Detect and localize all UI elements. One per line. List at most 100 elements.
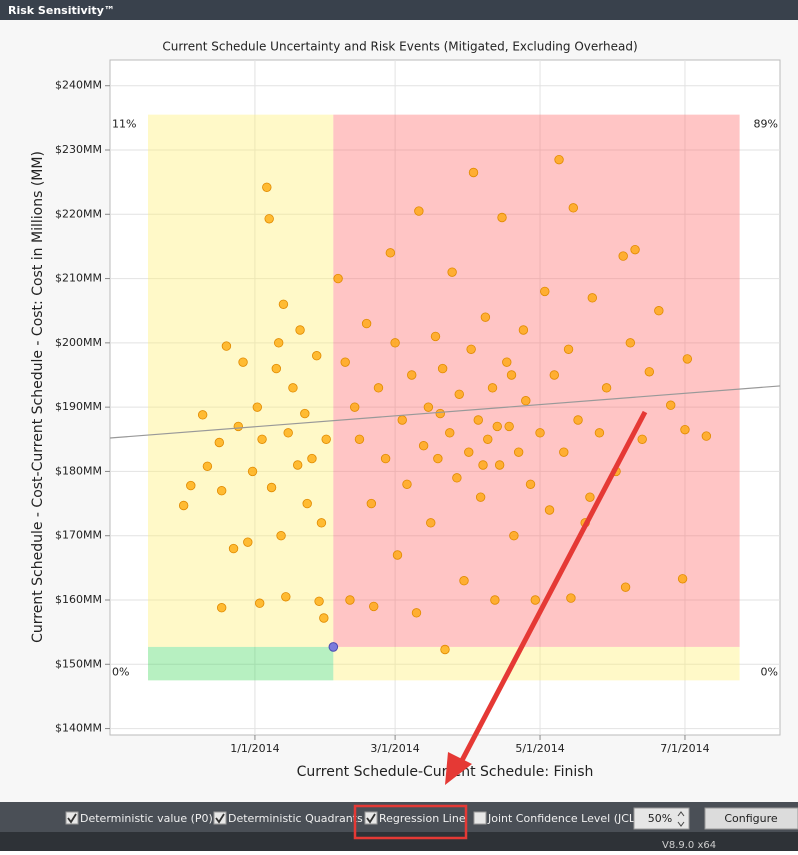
scatter-point	[228, 543, 239, 554]
spinner-arrows[interactable]	[677, 811, 685, 827]
scatter-point	[480, 312, 491, 322]
y-tick-label: $150MM	[55, 657, 102, 670]
scatter-point	[487, 383, 498, 393]
scatter-point	[278, 299, 289, 309]
scatter-point	[380, 453, 391, 464]
scatter-point	[618, 251, 628, 261]
scatter-point	[435, 408, 445, 419]
title-bar	[0, 0, 798, 20]
scatter-point	[601, 383, 612, 393]
configure-button[interactable]	[704, 807, 798, 830]
scatter-point	[414, 206, 424, 216]
scatter-point	[504, 421, 514, 432]
scatter-point	[361, 318, 372, 329]
scatter-point	[478, 460, 488, 470]
scatter-point	[418, 441, 429, 451]
scatter-point	[354, 434, 365, 444]
scatter-point	[292, 460, 303, 470]
y-tick-label: $220MM	[55, 207, 102, 220]
scatter-point	[494, 460, 505, 470]
spinner-value[interactable]: 50%	[648, 812, 672, 825]
quadrant-label: 0%	[761, 665, 778, 678]
scatter-point	[468, 167, 479, 178]
plot-area	[109, 59, 781, 736]
scatter-point	[454, 389, 464, 399]
scatter-point	[445, 428, 455, 438]
scatter-point	[682, 354, 693, 364]
scatter-point	[302, 498, 312, 509]
y-tick-label: $180MM	[55, 464, 102, 477]
scatter-point	[252, 402, 263, 412]
y-tick-label: $210MM	[55, 272, 102, 285]
quadrant-top-left	[148, 114, 334, 647]
quadrant-label: 0%	[112, 665, 129, 678]
checkbox-label[interactable]: Deterministic value (P0)	[80, 812, 213, 825]
toolbar-items: Deterministic value (P0) Deterministic Qu…	[65, 807, 798, 851]
scatter-point	[473, 415, 483, 425]
scatter-point	[216, 603, 227, 613]
scatter-point	[350, 402, 360, 412]
y-tick-label: $200MM	[55, 336, 102, 349]
scatter-point	[630, 244, 640, 255]
scatter-point	[333, 273, 343, 284]
scatter-point	[433, 453, 443, 464]
scatter-point	[544, 505, 555, 515]
scatter-point	[312, 351, 322, 361]
scatter-point	[238, 357, 248, 367]
scatter-point	[221, 341, 232, 351]
configure-label[interactable]: Configure	[724, 812, 778, 825]
scatter-point	[637, 434, 647, 444]
checkbox[interactable]	[65, 811, 79, 825]
scatter-point	[319, 613, 329, 623]
scatter-point	[625, 338, 636, 348]
x-tick-label: 7/1/2014	[660, 742, 709, 755]
scatter-point	[509, 531, 519, 541]
status-bar	[0, 832, 798, 851]
scatter-point	[314, 596, 324, 606]
regression-line	[109, 385, 781, 439]
y-tick-label: $140MM	[55, 722, 102, 735]
scatter-point	[585, 492, 595, 502]
x-tick-label: 1/1/2014	[230, 742, 279, 755]
scatter-point	[340, 357, 350, 367]
y-tick-label: $240MM	[55, 79, 102, 92]
scatter-point	[475, 492, 486, 502]
checkbox[interactable]	[473, 811, 487, 825]
scatter-point	[459, 576, 469, 586]
scatter-point	[247, 466, 258, 477]
scatter-point	[254, 598, 265, 608]
scatter-point	[530, 595, 540, 605]
scatter-point	[502, 357, 512, 367]
checkbox-label[interactable]: Deterministic Quadrants	[228, 812, 363, 825]
scatter-point	[390, 338, 400, 348]
highlight-box	[353, 804, 468, 840]
scatter-point	[464, 447, 474, 457]
scatter-point	[423, 402, 434, 412]
quadrant-top-right	[333, 114, 740, 647]
scatter-point	[276, 531, 286, 541]
x-tick-label: 3/1/2014	[370, 742, 419, 755]
checkbox[interactable]	[364, 811, 378, 825]
quadrant-bottom-right	[333, 646, 740, 681]
version: V8.9.0 x64	[662, 840, 716, 851]
scatter-point	[666, 400, 676, 410]
chart-title: Current Schedule Uncertainty and Risk Ev…	[162, 40, 637, 54]
scatter-point	[316, 518, 327, 528]
x-axis-label: Current Schedule-Current Schedule: Finis…	[297, 764, 594, 780]
scatter-point	[345, 595, 355, 605]
window-title: Risk Sensitivity™	[8, 4, 115, 17]
scatter-point	[701, 431, 712, 441]
y-axis-label: Current Schedule - Cost-Current Schedule…	[30, 151, 46, 643]
scatter-point	[452, 473, 462, 483]
scatter-point	[559, 447, 569, 457]
scatter-point	[497, 212, 507, 223]
spinner[interactable]	[633, 807, 690, 830]
scatter-point	[264, 214, 274, 224]
checkbox-label[interactable]: Regression Line	[379, 812, 466, 825]
scatter-point	[594, 428, 605, 438]
checkbox[interactable]	[213, 811, 227, 825]
x-tick-label: 5/1/2014	[515, 742, 564, 755]
scatter-point	[300, 408, 310, 419]
checkbox-label[interactable]: Joint Confidence Level (JCL)	[487, 812, 639, 825]
